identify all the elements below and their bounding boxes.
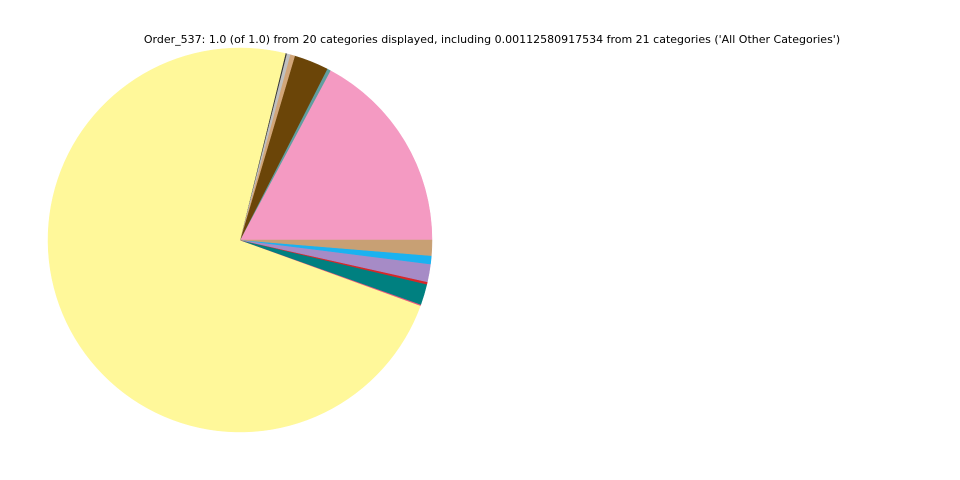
chart-title: Order_537: 1.0 (of 1.0) from 20 categori… <box>144 33 840 46</box>
pie-slice <box>47 47 421 433</box>
pie-slice <box>239 239 433 256</box>
pie-slice <box>239 70 433 241</box>
